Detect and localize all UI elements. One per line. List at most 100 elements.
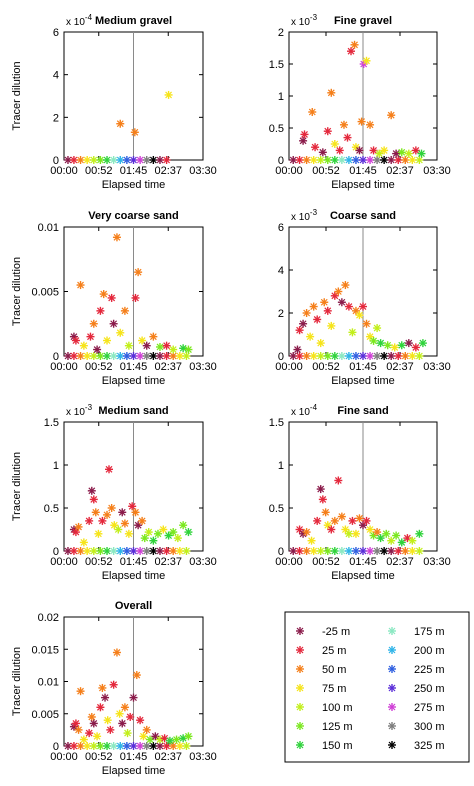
data-point: [334, 476, 343, 485]
data-point: [295, 547, 304, 555]
data-point: [316, 485, 325, 494]
x-tick-label: 00:52: [85, 361, 113, 373]
data-point: [184, 732, 193, 741]
data-point: [316, 352, 325, 360]
baseline-points: [289, 156, 424, 164]
legend-item: 325 m: [388, 740, 445, 752]
data-point: [120, 306, 129, 315]
legend-item: 250 m: [388, 683, 445, 695]
data-point: [373, 156, 382, 164]
y-tick-label: 1: [278, 91, 284, 103]
data-point: [359, 547, 367, 555]
chart-panel-7: Overall 0 0.005 0.01 0.015 0.02 00:00 00:52 01:4…: [11, 600, 217, 777]
axis-exponent: x 10-3: [66, 403, 93, 418]
data-point: [313, 516, 322, 525]
legend-marker: [296, 627, 304, 635]
data-point: [98, 516, 107, 525]
y-tick-label: 0.5: [269, 123, 284, 135]
x-tick-label: 00:00: [275, 165, 303, 177]
data-point: [172, 735, 181, 744]
y-tick-label: 2: [278, 308, 284, 320]
legend-marker: [388, 741, 396, 749]
data-point: [344, 547, 353, 555]
baseline-points: [63, 742, 191, 750]
data-point: [376, 534, 385, 543]
y-axis-label: Tracer dilution: [11, 61, 23, 130]
data-point: [408, 547, 417, 555]
legend-item: 175 m: [388, 626, 445, 638]
baseline-points: [289, 547, 424, 555]
data-point: [373, 324, 382, 333]
y-axis-label: Tracer dilution: [11, 257, 23, 326]
data-point: [131, 508, 140, 517]
data-point: [376, 339, 385, 348]
x-axis-label: Elapsed time: [102, 570, 166, 582]
x-tick-label: 02:37: [386, 165, 414, 177]
data-point: [302, 156, 311, 164]
data-point: [94, 529, 103, 538]
legend-item: 150 m: [296, 740, 353, 752]
legend-item: 225 m: [388, 664, 445, 676]
data-point: [89, 352, 98, 360]
x-axis-label: Elapsed time: [102, 179, 166, 191]
data-point: [76, 687, 85, 696]
data-point: [411, 146, 420, 155]
y-tick-label: 0.015: [31, 644, 59, 656]
x-tick-label: 00:52: [85, 556, 113, 568]
y-tick-label: 0.5: [44, 503, 59, 515]
data-point: [89, 156, 98, 164]
legend-marker: [388, 646, 396, 654]
x-tick-label: 00:00: [50, 361, 78, 373]
x-tick-label: 03:30: [189, 556, 217, 568]
data-point: [107, 293, 116, 302]
data-point: [401, 547, 410, 555]
axis-exponent: x 10-4: [66, 13, 93, 28]
x-tick-label: 01:45: [120, 556, 148, 568]
data-point: [415, 529, 424, 538]
legend-label: 125 m: [322, 721, 353, 733]
legend-label: -25 m: [322, 626, 350, 638]
data-point: [380, 146, 389, 155]
data-point: [348, 328, 357, 337]
data-point: [309, 302, 318, 311]
x-tick-label: 02:37: [154, 165, 182, 177]
data-point: [103, 716, 112, 725]
data-point: [293, 345, 302, 354]
legend-marker: [388, 722, 396, 730]
data-point: [401, 156, 410, 164]
data-point: [103, 547, 112, 555]
data-point: [387, 111, 396, 120]
data-point: [120, 519, 129, 528]
data-point: [401, 352, 410, 360]
chart-title: Coarse sand: [330, 210, 396, 222]
data-point: [87, 486, 96, 495]
data-point: [114, 525, 123, 534]
data-point: [122, 547, 131, 555]
data-point: [112, 648, 121, 657]
data-point: [295, 352, 304, 360]
data-point: [380, 156, 389, 164]
data-point: [173, 534, 182, 543]
baseline-points: [63, 547, 191, 555]
x-tick-label: 03:30: [423, 165, 451, 177]
data-point: [164, 531, 173, 540]
legend-item: 200 m: [388, 645, 445, 657]
data-point: [316, 339, 325, 348]
data-point: [313, 315, 322, 324]
chart-panel-2: Fine gravel x 10-3 0 0.5 1 1.5 2 00:00 00:52 01:4…: [269, 13, 451, 191]
data-point: [302, 528, 311, 537]
x-tick-label: 00:52: [312, 556, 340, 568]
data-point: [392, 149, 401, 158]
data-point: [107, 504, 116, 512]
data-point: [362, 56, 371, 65]
data-point: [408, 536, 417, 545]
legend-label: 200 m: [414, 645, 445, 657]
legend-item: 275 m: [388, 702, 445, 714]
legend-marker: [388, 627, 396, 635]
data-point: [366, 120, 375, 129]
x-tick-label: 00:52: [85, 751, 113, 763]
data-point: [164, 90, 173, 99]
data-point: [330, 352, 339, 360]
chart-panel-3: Very coarse sand 0 0.005 0.01 00:00 00:52 01:4…: [11, 210, 217, 387]
